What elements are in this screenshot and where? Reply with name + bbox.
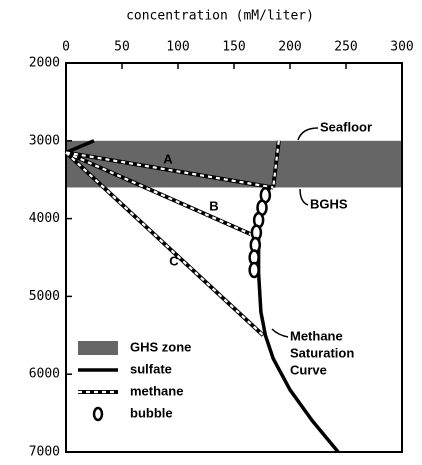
methane-line-dash (65, 140, 280, 337)
legend-box (78, 341, 118, 355)
y-tick-label: 6000 (29, 367, 60, 382)
x-tick-label: 0 (62, 40, 70, 55)
annotation: BGHS (310, 196, 348, 211)
annotation: Methane (290, 328, 343, 343)
x-tick-label: 300 (390, 40, 413, 55)
y-tick-label: 4000 (29, 211, 60, 226)
annotation: C (169, 253, 179, 268)
x-tick-label: 100 (166, 40, 189, 55)
leader (297, 127, 319, 141)
chart-title: concentration (mM/liter) (126, 9, 314, 24)
legend-label: bubble (130, 405, 173, 420)
y-tick-label: 3000 (29, 133, 60, 148)
legend-label: GHS zone (130, 339, 191, 354)
x-tick-label: 50 (114, 40, 130, 55)
annotation: B (209, 198, 218, 213)
leader (299, 188, 309, 206)
legend-bubble (92, 406, 104, 422)
x-tick-label: 150 (222, 40, 245, 55)
bubble (248, 261, 260, 279)
y-tick-label: 7000 (29, 445, 60, 460)
y-tick-label: 2000 (29, 56, 60, 71)
annotation: A (163, 151, 173, 166)
legend-label: methane (130, 383, 183, 398)
annotation: Curve (290, 362, 327, 377)
x-tick-label: 200 (278, 40, 301, 55)
y-tick-label: 5000 (29, 289, 60, 304)
leader (271, 328, 289, 338)
x-tick-label: 250 (334, 40, 357, 55)
annotation: Seafloor (320, 119, 372, 134)
annotation: Saturation (290, 345, 354, 360)
legend-label: sulfate (130, 361, 172, 376)
